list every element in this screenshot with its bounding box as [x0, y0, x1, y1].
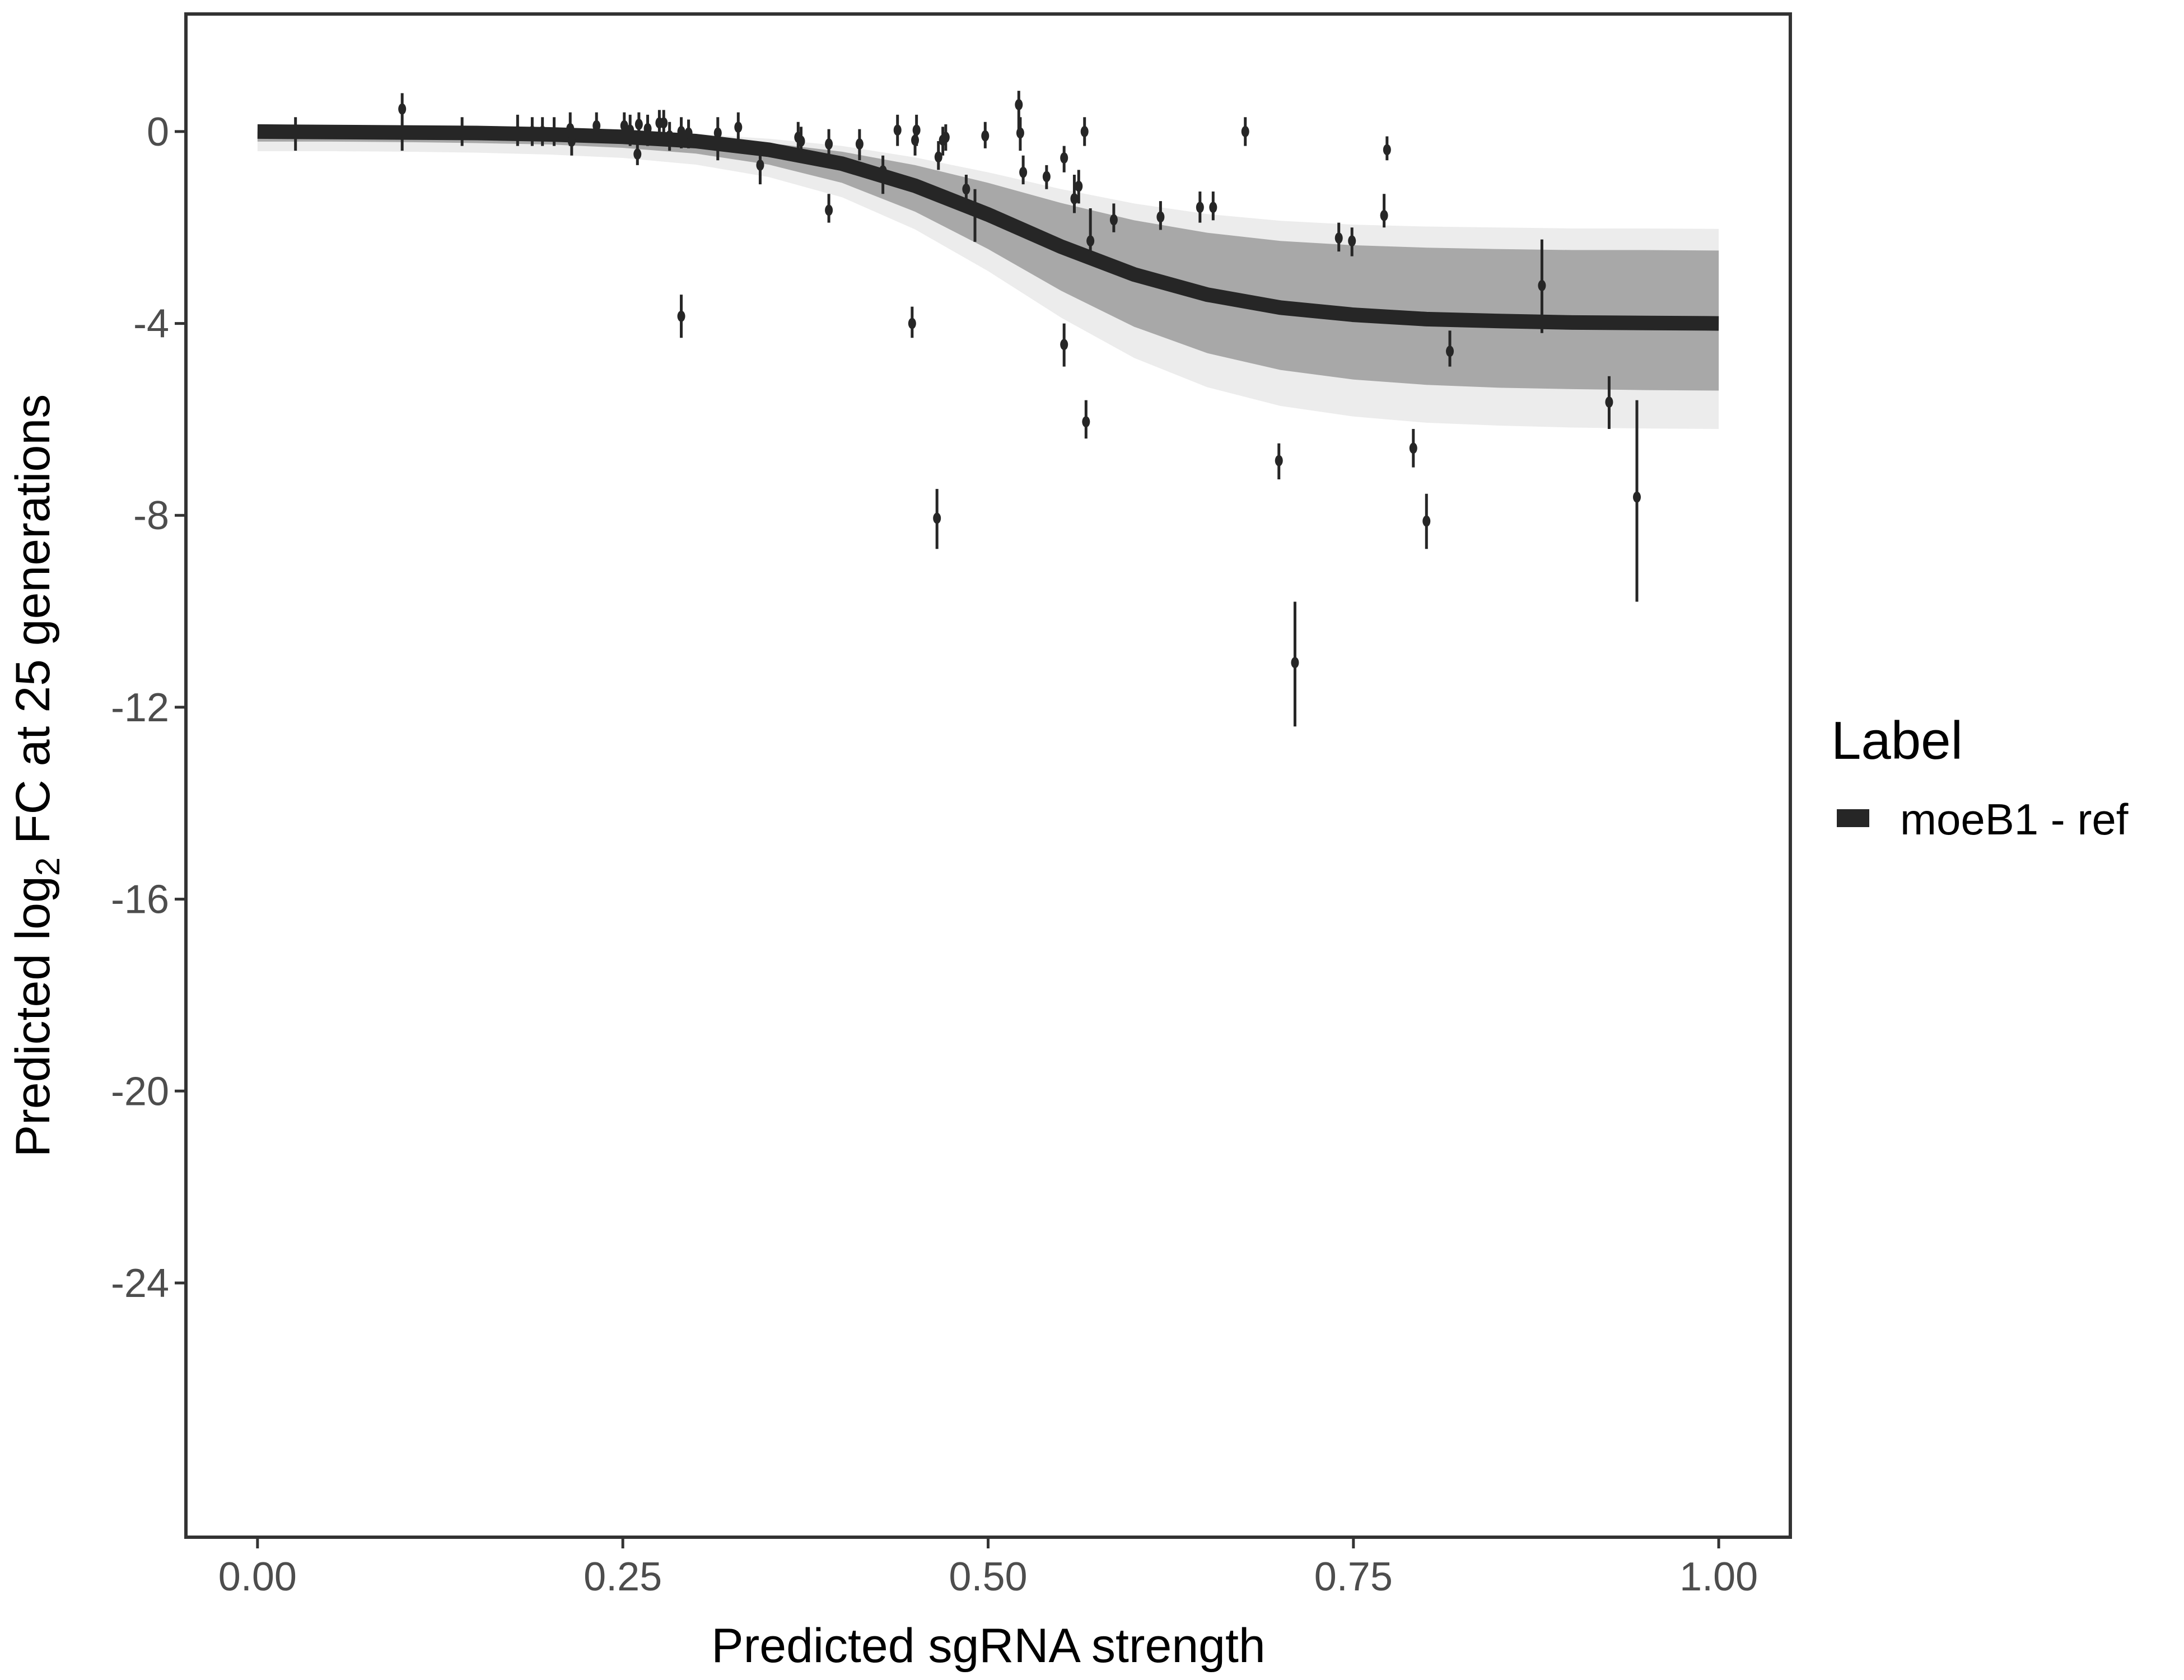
data-point: [550, 127, 558, 139]
data-point: [941, 132, 950, 143]
data-point: [825, 138, 833, 150]
data-point: [797, 136, 805, 147]
data-point: [1291, 657, 1299, 669]
x-axis: 0.00 0.25 0.50 0.75 1.00: [218, 1537, 1758, 1599]
x-tick-label: 0.25: [584, 1555, 662, 1599]
y-tick-label: -16: [111, 878, 169, 922]
data-point: [626, 124, 634, 136]
data-point: [660, 117, 668, 129]
data-point: [665, 130, 674, 142]
data-point: [1080, 125, 1089, 137]
y-tick-label: -8: [133, 493, 169, 538]
data-point: [962, 183, 970, 195]
data-point: [1016, 127, 1024, 139]
data-point: [1241, 125, 1249, 137]
legend-label-moeB1-ref: moeB1 - ref: [1900, 795, 2129, 844]
data-point: [1380, 209, 1388, 221]
data-point: [756, 159, 764, 171]
y-title-subscript: 2: [29, 857, 67, 876]
data-point: [677, 310, 685, 322]
fit-line-moeB1-ref: [257, 124, 1719, 331]
plot-area: [257, 91, 1719, 727]
y-title-part2: FC at 25 generations: [6, 394, 60, 857]
data-point: [398, 103, 407, 115]
data-point: [1348, 235, 1356, 247]
posterior-ribbon-inner: [257, 131, 1719, 391]
data-point: [458, 125, 466, 137]
data-point: [879, 165, 887, 177]
data-point: [1422, 515, 1431, 527]
legend-title: Label: [1831, 711, 1963, 771]
x-tick-label: 1.00: [1679, 1555, 1758, 1599]
y-axis-title: Predicted log2 FC at 25 generations: [6, 394, 67, 1157]
data-point: [971, 204, 979, 216]
data-point: [1196, 202, 1204, 213]
data-point: [1156, 211, 1165, 223]
data-point: [1446, 346, 1454, 357]
data-point: [1082, 416, 1090, 428]
data-point: [908, 318, 916, 329]
data-point: [1538, 279, 1546, 291]
data-point: [1042, 171, 1051, 183]
data-point: [592, 120, 601, 132]
x-tick-label: 0.75: [1314, 1555, 1393, 1599]
data-point: [684, 127, 693, 139]
data-point: [933, 512, 941, 524]
data-point: [633, 148, 642, 160]
data-point: [1109, 214, 1118, 226]
data-point: [634, 119, 643, 130]
data-point: [538, 125, 547, 137]
y-tick-label: -24: [111, 1261, 169, 1306]
data-point: [1019, 166, 1028, 178]
data-point: [713, 127, 722, 139]
data-point: [1383, 144, 1391, 156]
data-point: [1633, 491, 1641, 503]
data-point: [1060, 339, 1068, 351]
data-point: [1209, 202, 1217, 213]
data-point: [1334, 232, 1343, 244]
y-tick-label: -12: [111, 685, 169, 730]
y-title-part1: Predicted log: [6, 876, 60, 1157]
data-point: [1605, 396, 1613, 408]
x-tick-label: 0.50: [949, 1555, 1027, 1599]
data-point: [1275, 455, 1283, 466]
y-tick-label: 0: [147, 110, 169, 155]
data-point: [981, 130, 990, 142]
data-point: [620, 120, 628, 132]
data-point: [1409, 442, 1417, 454]
legend: Label moeB1 - ref: [1831, 711, 2129, 844]
data-point: [934, 151, 942, 163]
data-point: [893, 124, 902, 136]
y-tick-label: -20: [111, 1069, 169, 1114]
data-point: [567, 136, 576, 147]
data-point: [734, 122, 743, 133]
data-point: [1060, 152, 1068, 164]
data-point: [1075, 180, 1083, 192]
data-point: [528, 125, 536, 137]
x-tick-label: 0.00: [218, 1555, 297, 1599]
data-point: [1086, 235, 1095, 247]
y-tick-label: -4: [133, 302, 169, 347]
data-point: [912, 124, 921, 136]
y-axis: 0 -4 -8 -12 -16 -20 -24: [111, 110, 186, 1306]
data-point: [855, 138, 864, 150]
x-axis-title: Predicted sgRNA strength: [711, 1619, 1266, 1673]
legend-key-moeB1-ref: [1837, 809, 1869, 827]
data-point: [291, 125, 300, 137]
data-point: [643, 123, 652, 134]
data-point: [1070, 193, 1079, 204]
data-point: [825, 204, 833, 216]
data-point: [1015, 99, 1023, 110]
data-point: [514, 125, 522, 137]
data-point: [677, 125, 685, 137]
